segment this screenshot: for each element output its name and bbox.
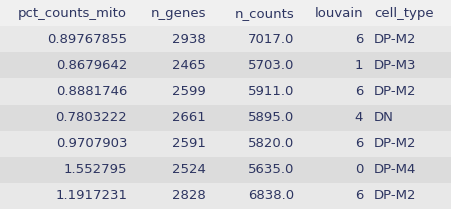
FancyBboxPatch shape [299, 26, 368, 52]
Text: 0.8679642: 0.8679642 [56, 59, 127, 72]
Text: n_counts: n_counts [234, 6, 294, 20]
FancyBboxPatch shape [368, 26, 451, 52]
Text: 2465: 2465 [172, 59, 205, 72]
FancyBboxPatch shape [211, 52, 299, 78]
Text: 5895.0: 5895.0 [248, 111, 294, 124]
Text: 6: 6 [354, 137, 362, 150]
FancyBboxPatch shape [0, 183, 132, 209]
FancyBboxPatch shape [0, 131, 132, 157]
Text: 5635.0: 5635.0 [247, 163, 294, 176]
FancyBboxPatch shape [0, 78, 132, 104]
FancyBboxPatch shape [211, 26, 299, 52]
FancyBboxPatch shape [299, 157, 368, 183]
FancyBboxPatch shape [132, 78, 211, 104]
FancyBboxPatch shape [368, 0, 451, 26]
FancyBboxPatch shape [132, 104, 211, 131]
FancyBboxPatch shape [0, 157, 132, 183]
FancyBboxPatch shape [368, 78, 451, 104]
FancyBboxPatch shape [0, 104, 132, 131]
Text: DP-M2: DP-M2 [373, 189, 415, 203]
Text: DP-M2: DP-M2 [373, 137, 415, 150]
Text: 6: 6 [354, 33, 362, 46]
Text: 2661: 2661 [172, 111, 205, 124]
Text: 2938: 2938 [172, 33, 205, 46]
Text: 2524: 2524 [171, 163, 205, 176]
FancyBboxPatch shape [211, 131, 299, 157]
FancyBboxPatch shape [368, 131, 451, 157]
FancyBboxPatch shape [211, 104, 299, 131]
FancyBboxPatch shape [368, 157, 451, 183]
Text: 2591: 2591 [171, 137, 205, 150]
Text: 2828: 2828 [172, 189, 205, 203]
FancyBboxPatch shape [132, 157, 211, 183]
Text: 4: 4 [354, 111, 362, 124]
Text: 5703.0: 5703.0 [247, 59, 294, 72]
FancyBboxPatch shape [368, 52, 451, 78]
Text: 0.9707903: 0.9707903 [55, 137, 127, 150]
Text: DP-M2: DP-M2 [373, 85, 415, 98]
FancyBboxPatch shape [368, 104, 451, 131]
FancyBboxPatch shape [0, 52, 132, 78]
Text: 6838.0: 6838.0 [248, 189, 294, 203]
FancyBboxPatch shape [211, 0, 299, 26]
Text: DP-M3: DP-M3 [373, 59, 415, 72]
FancyBboxPatch shape [0, 0, 132, 26]
FancyBboxPatch shape [211, 157, 299, 183]
FancyBboxPatch shape [211, 183, 299, 209]
Text: 2599: 2599 [172, 85, 205, 98]
FancyBboxPatch shape [132, 0, 211, 26]
Text: pct_counts_mito: pct_counts_mito [18, 6, 127, 20]
Text: 5820.0: 5820.0 [248, 137, 294, 150]
FancyBboxPatch shape [299, 78, 368, 104]
Text: 1.1917231: 1.1917231 [55, 189, 127, 203]
Text: 7017.0: 7017.0 [247, 33, 294, 46]
FancyBboxPatch shape [0, 26, 132, 52]
Text: 0.7803222: 0.7803222 [55, 111, 127, 124]
Text: 0.8881746: 0.8881746 [56, 85, 127, 98]
Text: cell_type: cell_type [373, 6, 433, 20]
Text: 1.552795: 1.552795 [64, 163, 127, 176]
Text: louvain: louvain [314, 6, 362, 20]
FancyBboxPatch shape [368, 183, 451, 209]
FancyBboxPatch shape [132, 131, 211, 157]
FancyBboxPatch shape [299, 0, 368, 26]
FancyBboxPatch shape [211, 78, 299, 104]
Text: 0: 0 [354, 163, 362, 176]
FancyBboxPatch shape [132, 26, 211, 52]
FancyBboxPatch shape [299, 131, 368, 157]
FancyBboxPatch shape [132, 183, 211, 209]
Text: 0.89767855: 0.89767855 [47, 33, 127, 46]
Text: DP-M2: DP-M2 [373, 33, 415, 46]
Text: DN: DN [373, 111, 393, 124]
Text: DP-M4: DP-M4 [373, 163, 415, 176]
FancyBboxPatch shape [299, 104, 368, 131]
FancyBboxPatch shape [132, 52, 211, 78]
Text: 6: 6 [354, 189, 362, 203]
FancyBboxPatch shape [299, 52, 368, 78]
FancyBboxPatch shape [299, 183, 368, 209]
Text: 1: 1 [354, 59, 362, 72]
Text: 6: 6 [354, 85, 362, 98]
Text: n_genes: n_genes [150, 6, 205, 20]
Text: 5911.0: 5911.0 [247, 85, 294, 98]
